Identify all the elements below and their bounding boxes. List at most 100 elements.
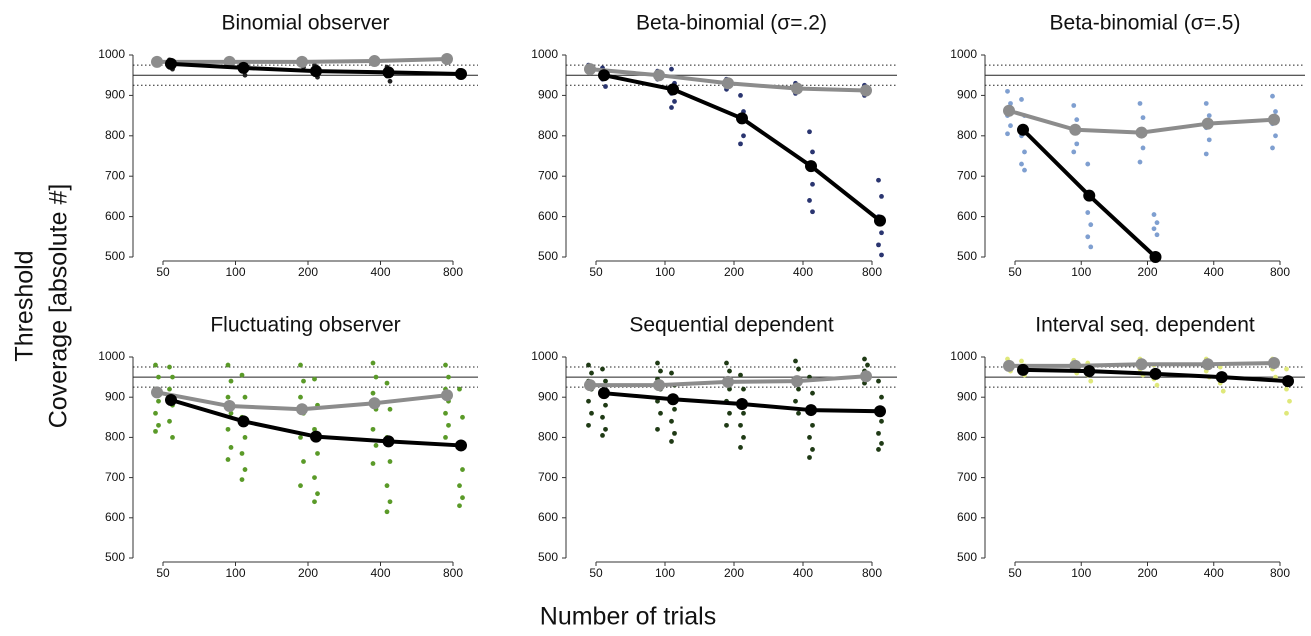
trial-dot xyxy=(1085,234,1091,240)
trial-dot xyxy=(1151,212,1157,217)
y-tick-label: 700 xyxy=(538,168,558,182)
trial-dot xyxy=(387,406,393,412)
trial-dot xyxy=(1071,103,1077,108)
x-tick-label: 100 xyxy=(1071,566,1091,580)
series-marker xyxy=(296,55,308,68)
trial-dot xyxy=(225,426,231,432)
y-tick-label: 600 xyxy=(538,510,558,524)
trial-dot xyxy=(1005,131,1010,137)
series-marker xyxy=(1149,251,1162,263)
trial-dot xyxy=(242,394,248,400)
trial-dot xyxy=(669,105,674,110)
y-tick-label: 1000 xyxy=(531,47,558,61)
series-marker xyxy=(151,386,163,399)
trial-dot xyxy=(460,495,465,501)
trial-dot xyxy=(796,366,801,372)
trial-dot xyxy=(807,455,812,460)
panel-title: Beta-binomial (σ=.2) xyxy=(636,12,827,35)
trial-dot xyxy=(225,457,231,462)
x-tick-label: 200 xyxy=(1137,265,1157,279)
series-marker xyxy=(722,77,734,90)
trial-dot xyxy=(312,475,317,480)
trial-dot xyxy=(603,84,608,89)
trial-dot xyxy=(600,432,605,438)
y-tick-label: 1000 xyxy=(98,47,125,61)
y-tick-label: 500 xyxy=(957,249,977,263)
trial-dot xyxy=(669,418,674,424)
trial-dot xyxy=(457,503,462,509)
trial-dot xyxy=(384,483,390,489)
trial-dot xyxy=(242,435,248,440)
y-tick-label: 500 xyxy=(105,249,125,263)
y-tick-label: 600 xyxy=(105,510,125,524)
series-marker xyxy=(237,415,250,428)
trial-dot xyxy=(239,372,245,378)
trial-dot xyxy=(170,374,175,380)
trial-dot xyxy=(876,242,881,248)
trial-dot xyxy=(879,418,884,424)
trial-dot xyxy=(457,386,462,392)
trial-dot xyxy=(242,467,248,472)
trial-dot xyxy=(1140,145,1146,151)
trial-dot xyxy=(655,426,660,432)
series-marker xyxy=(1201,358,1214,371)
trial-dot xyxy=(1206,113,1212,118)
trial-dot xyxy=(460,467,465,472)
trial-dot xyxy=(810,149,815,155)
series-marker xyxy=(1017,123,1029,136)
trial-dot xyxy=(879,441,884,446)
trial-dot xyxy=(1088,222,1094,228)
trial-dot xyxy=(167,386,172,392)
x-tick-label: 200 xyxy=(724,265,744,279)
panel-title: Binomial observer xyxy=(221,12,389,35)
x-tick-label: 800 xyxy=(862,265,882,279)
trial-dot xyxy=(589,410,594,416)
trial-dot xyxy=(446,374,451,380)
trial-dot xyxy=(1019,358,1024,364)
x-tick-label: 50 xyxy=(156,265,170,279)
trial-dot xyxy=(1203,151,1209,157)
trial-dot xyxy=(876,430,881,436)
trial-dot xyxy=(672,430,677,436)
y-tick-label: 900 xyxy=(538,389,558,403)
y-tick-label: 700 xyxy=(105,470,125,484)
panel-title: Beta-binomial (σ=.5) xyxy=(1050,12,1241,35)
y-tick-label: 1000 xyxy=(531,349,558,363)
trial-dot xyxy=(586,362,591,368)
trial-dot xyxy=(669,66,674,72)
x-tick-label: 100 xyxy=(655,566,675,580)
trial-dot xyxy=(738,93,743,98)
series-marker xyxy=(1201,117,1214,130)
trial-dot xyxy=(1270,93,1275,99)
trial-dot xyxy=(1140,115,1146,121)
trial-dot xyxy=(793,398,798,404)
trial-dot xyxy=(727,386,732,392)
series-marker xyxy=(860,370,872,383)
trial-dot xyxy=(1088,378,1094,384)
y-tick-label: 500 xyxy=(105,550,125,564)
trial-dot xyxy=(457,483,462,489)
trial-dot xyxy=(655,360,660,366)
trial-dot xyxy=(862,356,867,362)
trial-dot xyxy=(315,451,320,456)
series-marker xyxy=(874,405,886,418)
series-marker xyxy=(1268,357,1280,370)
x-tick-label: 200 xyxy=(298,265,318,279)
x-tick-label: 50 xyxy=(1008,566,1022,580)
trial-dot xyxy=(384,380,390,386)
series-marker xyxy=(441,53,453,66)
trial-dot xyxy=(228,410,234,416)
x-tick-label: 400 xyxy=(370,265,390,279)
trial-dot xyxy=(796,410,801,416)
series-marker xyxy=(296,403,308,416)
series-marker xyxy=(736,112,748,125)
series-marker xyxy=(1135,126,1148,139)
y-tick-label: 600 xyxy=(957,209,977,223)
trial-dot xyxy=(810,422,815,428)
trial-dot xyxy=(387,78,393,84)
trial-dot xyxy=(807,129,812,135)
trial-dot xyxy=(1154,220,1160,226)
trial-dot xyxy=(1206,137,1212,143)
trial-dot xyxy=(1019,161,1024,167)
